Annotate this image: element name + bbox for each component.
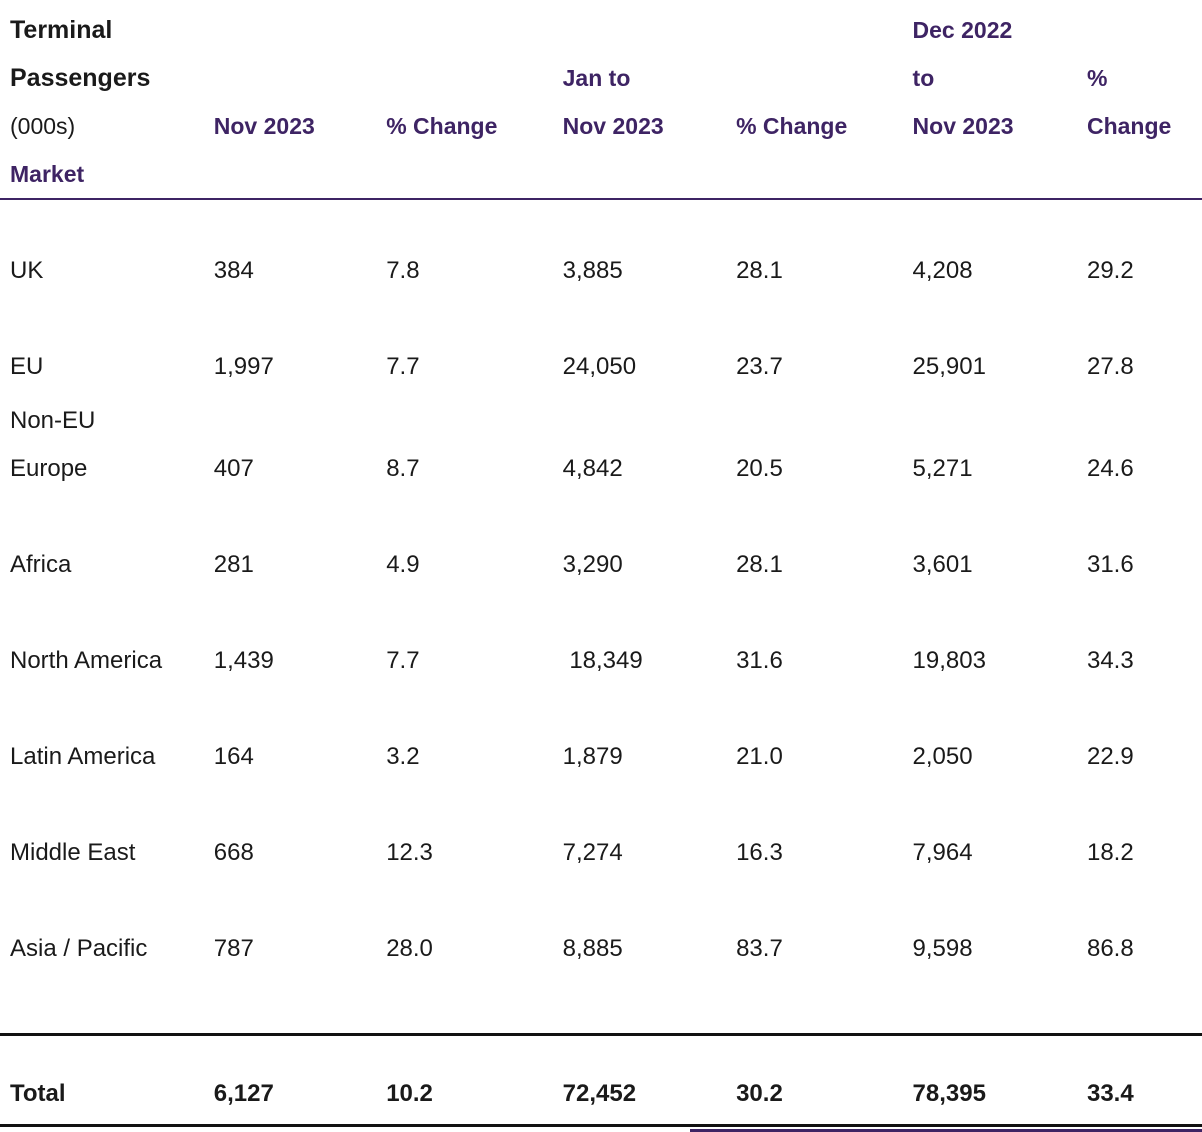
table-row-non-eu-europe: Non-EU Europe 407 8.7 4,842 20.5 5,271 2…	[0, 397, 1202, 499]
table-row-asia-pacific: Asia / Pacific 787 28.0 8,885 83.7 9,598…	[0, 883, 1202, 979]
value-cell: 1,439	[213, 647, 274, 674]
column-header-pct-change-2: % Change	[736, 113, 848, 139]
value-cell: 3,290	[562, 551, 623, 578]
value-cell: 164	[213, 743, 254, 770]
bottom-accent-rule	[690, 1129, 1202, 1132]
value-cell: 28.1	[736, 257, 783, 284]
value-cell: 3.2	[386, 743, 420, 770]
value-cell: 9,598	[912, 935, 973, 962]
value-cell: 27.8	[1086, 353, 1134, 380]
value-cell: 3,601	[912, 551, 973, 578]
value-cell: 25,901	[912, 353, 986, 380]
table-row-africa: Africa 281 4.9 3,290 28.1 3,601 31.6	[0, 499, 1202, 595]
column-header-jan-to-nov-2023: Jan to Nov 2023	[562, 65, 664, 139]
market-column-header: Market	[0, 150, 214, 200]
value-cell: 12.3	[386, 839, 433, 866]
header-rule	[213, 150, 1202, 200]
value-cell: 8,885	[562, 935, 623, 962]
total-value-cell: 10.2	[386, 1034, 563, 1127]
column-header-dec-2022-to-nov-2023: Dec 2022 to Nov 2023	[912, 17, 1014, 139]
market-cell: Non-EU Europe	[10, 407, 96, 482]
total-value-cell: 72,452	[562, 1034, 737, 1127]
table-row-total: Total 6,127 10.2 72,452 30.2 78,395 33.4	[0, 1034, 1202, 1127]
table-row-uk: UK 384 7.8 3,885 28.1 4,208 29.2	[0, 199, 1202, 301]
column-header-pct-change-1: % Change	[386, 113, 498, 139]
value-cell: 24,050	[562, 353, 637, 380]
value-cell: 24.6	[1086, 455, 1134, 482]
value-cell: 4,842	[562, 455, 623, 482]
table-title-cell: Terminal Passengers (000s)	[0, 0, 214, 150]
market-cell: Africa	[10, 551, 72, 578]
header-row-market: Market	[0, 150, 1202, 200]
value-cell: 5,271	[912, 455, 973, 482]
header-row-main: Terminal Passengers (000s) Nov 2023 % Ch…	[0, 0, 1202, 150]
section-divider-row	[0, 979, 1202, 1036]
value-cell: 28.1	[736, 551, 783, 578]
value-cell: 34.3	[1086, 647, 1134, 674]
market-cell: EU	[10, 353, 44, 380]
value-cell: 2,050	[912, 743, 973, 770]
market-cell: UK	[10, 257, 44, 284]
value-cell: 407	[213, 455, 254, 482]
value-cell: 31.6	[736, 647, 783, 674]
divider-rule	[0, 979, 1202, 1036]
market-cell: Middle East	[10, 839, 136, 866]
column-header-nov-2023: Nov 2023	[213, 113, 315, 139]
value-cell: 28.0	[386, 935, 433, 962]
market-cell: Asia / Pacific	[10, 935, 148, 962]
value-cell: 22.9	[1086, 743, 1134, 770]
value-cell: 23.7	[736, 353, 783, 380]
value-cell: 7,964	[912, 839, 973, 866]
table-row-middle-east: Middle East 668 12.3 7,274 16.3 7,964 18…	[0, 787, 1202, 883]
value-cell: 20.5	[736, 455, 783, 482]
column-header-pct-change-3: % Change	[1086, 65, 1172, 139]
total-value-cell: 33.4	[1086, 1034, 1202, 1127]
value-cell: 8.7	[386, 455, 420, 482]
table-row-north-america: North America 1,439 7.7 18,349 31.6 19,8…	[0, 595, 1202, 691]
value-cell: 4.9	[386, 551, 420, 578]
value-cell: 3,885	[562, 257, 623, 284]
value-cell: 281	[213, 551, 254, 578]
total-value-cell: 6,127	[213, 1034, 387, 1127]
value-cell: 7.7	[386, 353, 420, 380]
value-cell: 1,997	[213, 353, 274, 380]
value-cell: 21.0	[736, 743, 783, 770]
value-cell: 7,274	[562, 839, 623, 866]
value-cell: 83.7	[736, 935, 783, 962]
value-cell: 7.7	[386, 647, 420, 674]
value-cell: 787	[213, 935, 254, 962]
value-cell: 1,879	[562, 743, 623, 770]
table-row-latin-america: Latin America 164 3.2 1,879 21.0 2,050 2…	[0, 691, 1202, 787]
value-cell: 668	[213, 839, 254, 866]
value-cell: 18,349	[562, 647, 643, 674]
table-row-eu: EU 1,997 7.7 24,050 23.7 25,901 27.8	[0, 301, 1202, 397]
value-cell: 16.3	[736, 839, 783, 866]
value-cell: 7.8	[386, 257, 420, 284]
table-unit-label: (000s)	[10, 113, 76, 139]
value-cell: 18.2	[1086, 839, 1134, 866]
total-label-cell: Total	[0, 1034, 214, 1127]
market-cell: North America	[10, 647, 163, 674]
value-cell: 4,208	[912, 257, 973, 284]
market-cell: Latin America	[10, 743, 156, 770]
total-value-cell: 30.2	[736, 1034, 913, 1127]
value-cell: 31.6	[1086, 551, 1134, 578]
value-cell: 86.8	[1086, 935, 1134, 962]
value-cell: 19,803	[912, 647, 986, 674]
value-cell: 29.2	[1086, 257, 1134, 284]
table-title: Terminal Passengers	[10, 16, 151, 92]
value-cell: 384	[213, 257, 254, 284]
total-value-cell: 78,395	[912, 1034, 1087, 1127]
